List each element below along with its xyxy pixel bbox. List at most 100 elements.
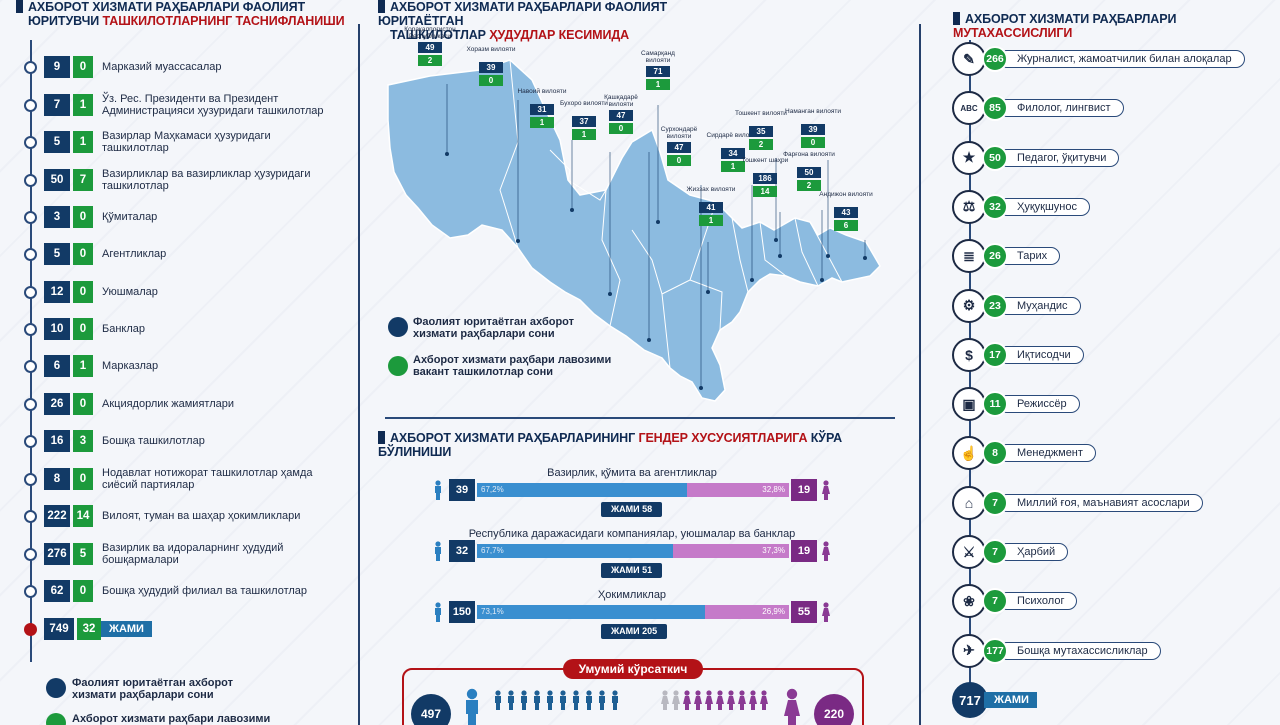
legend-active-text: Фаолият юритаётган ахборот хизмати раҳба… [72,677,234,701]
specialty-row: ≣ 26 Тарих [952,239,1061,274]
org-active-count: 7 [44,94,70,116]
region-label: Тошкент вилояти [735,110,787,117]
org-active-count: 26 [44,393,70,415]
org-active-count: 16 [44,430,70,452]
org-row: 26 0 Акциядорлик жамиятлари [24,392,234,416]
org-vacant-count: 0 [73,56,93,78]
uzbekistan-map [387,59,881,402]
other-icon: ✈ [952,633,986,668]
specialty-row: ▣ 11 Режиссёр [952,387,1080,422]
specialty-count: 177 [982,637,1008,664]
region-active-count: 39 [801,124,825,135]
legend-vacant-text: Ахборот хизмати раҳбари лавозими [72,713,271,725]
region-active-count: 50 [797,167,821,178]
summary-female-count: 220 [814,694,854,725]
region-active-count: 37 [572,116,596,127]
org-row: 9 0 Марказий муассасалар [24,55,222,79]
org-label: Вазирлик ва идораларнинг ҳудудий бошқарм… [102,542,284,566]
specialty-label: Менеджмент [998,444,1096,463]
region-vacant-count: 6 [834,220,858,231]
title-marker [953,12,960,25]
region-active-count: 49 [418,42,442,53]
org-label: Бошқа ҳудудий филиал ва ташкилотлар [102,585,308,597]
org-label: Бошқа ташкилотлар [102,435,205,447]
region-label: Наманган вилояти [785,108,841,115]
org-active-count: 50 [44,169,70,191]
female-icon-small [660,690,670,715]
org-vacant-count: 14 [73,505,93,527]
org-vacant-count: 0 [73,580,93,602]
region-label: Жиззах вилояти [686,186,736,193]
region-active-count: 35 [749,126,773,137]
left-title-line2b: ТАШКИЛОТЛАРНИНГ ТАСНИФЛАНИШИ [102,14,345,28]
region-active-count: 186 [753,173,777,184]
timeline-dot [24,547,37,561]
map-legend-dot-active [388,317,408,337]
specialty-count: 7 [982,489,1008,516]
timeline-dot [24,472,37,486]
specialty-row: ABC 85 Филолог, лингвист [952,91,1124,126]
female-icon [821,541,831,566]
section-divider [385,417,895,419]
specialty-count: 23 [982,292,1008,319]
female-icon-small [671,690,681,715]
left-section-title: АХБОРОТ ХИЗМАТИ РАҲБАРЛАРИ ФАОЛИЯТ ЮРИТУ… [16,0,356,28]
male-icon [433,602,443,627]
title-marker [378,431,385,444]
org-vacant-count: 0 [73,206,93,228]
journalist-icon: ✎ [952,42,986,76]
org-label: Марказий муассасалар [102,61,222,73]
region-label: Хоразм вилояти [466,46,516,53]
org-vacant-count: 0 [73,393,93,415]
map-title-line1: АХБОРОТ ХИЗМАТИ РАҲБАРЛАРИ ФАОЛИЯТ ЮРИТА… [378,0,668,28]
specialty-count: 8 [982,440,1008,467]
male-icon-small [584,690,594,715]
specialty-label: Муҳандис [998,296,1081,315]
org-label: Банклар [102,323,146,335]
specialty-label: Филолог, лингвист [998,99,1124,118]
org-vacant-count: 1 [73,94,93,116]
female-icon-small [759,690,769,715]
economist-icon: $ [952,337,986,372]
specialty-label: Ҳуқуқшунос [998,197,1090,216]
history-icon: ≣ [952,239,986,274]
specialty-total-label: ЖАМИ [984,692,1037,708]
region-label: Бухоро вилояти [560,100,608,107]
region-vacant-count: 0 [801,137,825,148]
male-icon-small [571,690,581,715]
female-percent: 32,8% [686,483,789,497]
specialty-total: 717 ЖАМИ [952,682,1037,718]
female-icon-small [748,690,758,715]
region-active-count: 34 [721,148,745,159]
org-active-count: 222 [44,505,70,527]
timeline-dot [24,434,37,448]
lawyer-icon: ⚖ [952,189,986,224]
gender-row-total: ЖАМИ 58 [601,502,663,517]
military-icon: ⚔ [952,535,986,569]
male-icon-small [493,690,503,715]
region-label: Қорақалпоғистон Республикаси [404,26,456,40]
map-legend-dot-vacant [388,356,408,376]
specialty-count: 26 [982,243,1008,270]
org-row: 62 0 Бошқа ҳудудий филиал ва ташкилотлар [24,579,307,603]
org-row: 7 1 Ўз. Рес. Президенти ва Президент Админ… [24,93,332,117]
specialty-count: 7 [982,539,1008,565]
specialty-label: Бошқа мутахассисликлар [998,641,1161,660]
specialty-count: 85 [982,95,1008,122]
region-vacant-count: 1 [572,129,596,140]
specialty-label: Иқтисодчи [998,345,1084,364]
female-count: 19 [791,479,817,501]
specialty-count: 11 [982,391,1008,418]
female-icon [821,602,831,627]
region-vacant-count: 0 [667,155,691,166]
org-vacant-count: 7 [73,169,93,191]
psychologist-icon: ❀ [952,584,986,619]
specialty-row: ☝ 8 Менеджмент [952,436,1096,471]
region-active-count: 47 [667,142,691,153]
gender-category-label: Ҳокимликлар [597,589,667,601]
male-percent: 67,7% [477,544,673,558]
gender-section-title: АХБОРОТ ХИЗМАТИ РАҲБАРЛАРИНИНГ ГЕНДЕР ХУ… [378,431,898,459]
specialty-label: Режиссёр [998,395,1080,414]
left-title-line1: АХБОРОТ ХИЗМАТИ РАҲБАРЛАРИ ФАОЛИЯТ [28,0,306,14]
map-title-line2b: ҲУДУДЛАР КЕСИМИДА [489,28,630,42]
